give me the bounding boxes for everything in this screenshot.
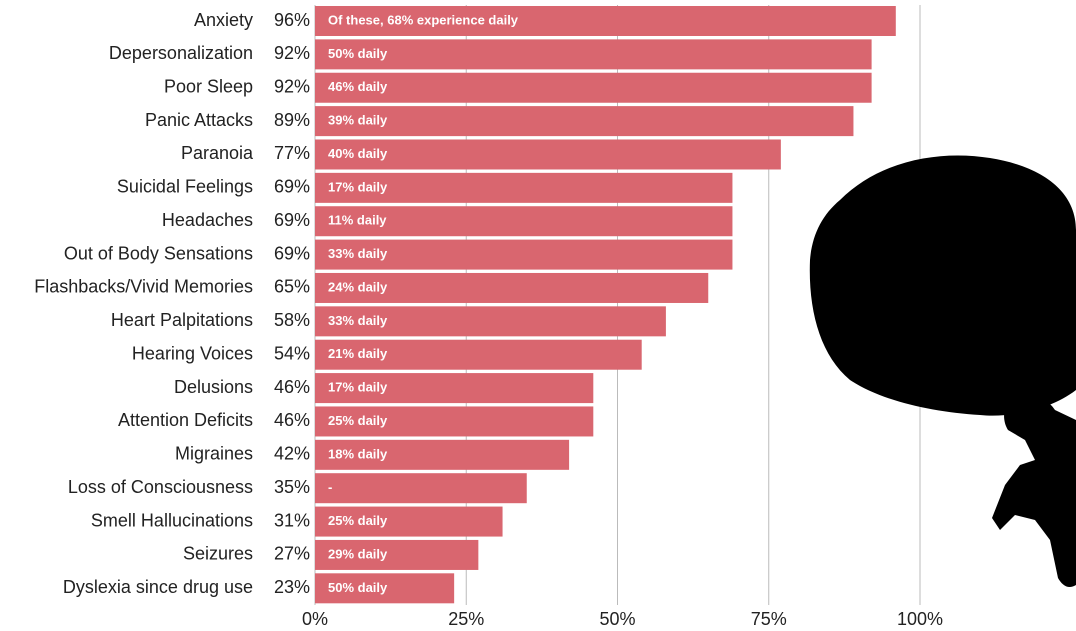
annotation: 17% daily: [328, 380, 388, 395]
bar: [315, 39, 872, 70]
category-label: Loss of Consciousness: [68, 477, 253, 497]
annotation: 18% daily: [328, 446, 388, 461]
value-label: 46%: [274, 410, 310, 430]
value-label: 96%: [274, 10, 310, 30]
value-label: 42%: [274, 444, 310, 464]
value-label: 46%: [274, 377, 310, 397]
annotation: 17% daily: [328, 179, 388, 194]
x-tick-label: 0%: [302, 609, 328, 629]
annotation: 33% daily: [328, 246, 388, 261]
category-label: Migraines: [175, 444, 253, 464]
value-label: 92%: [274, 43, 310, 63]
value-label: 77%: [274, 143, 310, 163]
annotation: 29% daily: [328, 546, 388, 561]
value-label: 27%: [274, 544, 310, 564]
bar: [315, 106, 854, 137]
bar: [315, 239, 733, 270]
value-label: 65%: [274, 277, 310, 297]
category-label: Dyslexia since drug use: [63, 577, 253, 597]
bar: [315, 406, 594, 437]
annotation: 21% daily: [328, 346, 388, 361]
annotation: Of these, 68% experience daily: [328, 12, 519, 27]
annotation: 50% daily: [328, 580, 388, 595]
category-label: Delusions: [174, 377, 253, 397]
bar: [315, 6, 896, 36]
category-label: Depersonalization: [109, 43, 253, 63]
value-label: 35%: [274, 477, 310, 497]
category-label: Hearing Voices: [132, 343, 253, 363]
category-label: Panic Attacks: [145, 110, 253, 130]
x-tick-label: 50%: [599, 609, 635, 629]
sisyphus-silhouette: [809, 155, 1076, 588]
category-label: Suicidal Feelings: [117, 177, 253, 197]
value-label: 89%: [274, 110, 310, 130]
annotation: 25% daily: [328, 513, 388, 528]
bar: [315, 139, 781, 170]
category-label: Flashbacks/Vivid Memories: [34, 277, 253, 297]
category-label: Out of Body Sensations: [64, 243, 253, 263]
value-label: 69%: [274, 177, 310, 197]
bar: [315, 306, 666, 337]
value-label: 23%: [274, 577, 310, 597]
bar: [315, 506, 503, 537]
bar: [315, 439, 570, 470]
bars: Anxiety 96% Of these, 68% experience daily…: [34, 6, 896, 604]
annotation: 46% daily: [328, 79, 388, 94]
value-label: 69%: [274, 210, 310, 230]
value-label: 31%: [274, 510, 310, 530]
bar: [315, 206, 733, 237]
bar: [315, 573, 455, 604]
annotation: 24% daily: [328, 279, 388, 294]
value-label: 54%: [274, 343, 310, 363]
category-label: Paranoia: [181, 143, 254, 163]
value-label: 92%: [274, 76, 310, 96]
annotation: 11% daily: [328, 213, 387, 228]
annotation: -: [328, 480, 332, 495]
value-label: 69%: [274, 243, 310, 263]
x-tick-label: 25%: [448, 609, 484, 629]
x-tick-label: 75%: [751, 609, 787, 629]
bar: [315, 539, 479, 570]
category-label: Headaches: [162, 210, 253, 230]
boulder: [809, 155, 1076, 416]
category-label: Heart Palpitations: [111, 310, 253, 330]
bar: [315, 172, 733, 203]
bar: [315, 272, 709, 303]
category-label: Anxiety: [194, 10, 253, 30]
bar: [315, 339, 642, 370]
category-label: Seizures: [183, 544, 253, 564]
category-label: Attention Deficits: [118, 410, 253, 430]
category-label: Smell Hallucinations: [91, 510, 253, 530]
figure: [992, 395, 1076, 588]
annotation: 39% daily: [328, 113, 388, 128]
bar: [315, 72, 872, 103]
category-label: Poor Sleep: [164, 76, 253, 96]
bar: [315, 473, 527, 504]
annotation: 50% daily: [328, 46, 388, 61]
annotation: 40% daily: [328, 146, 388, 161]
bar: [315, 373, 594, 404]
value-label: 58%: [274, 310, 310, 330]
x-tick-label: 100%: [897, 609, 943, 629]
annotation: 25% daily: [328, 413, 388, 428]
annotation: 33% daily: [328, 313, 388, 328]
